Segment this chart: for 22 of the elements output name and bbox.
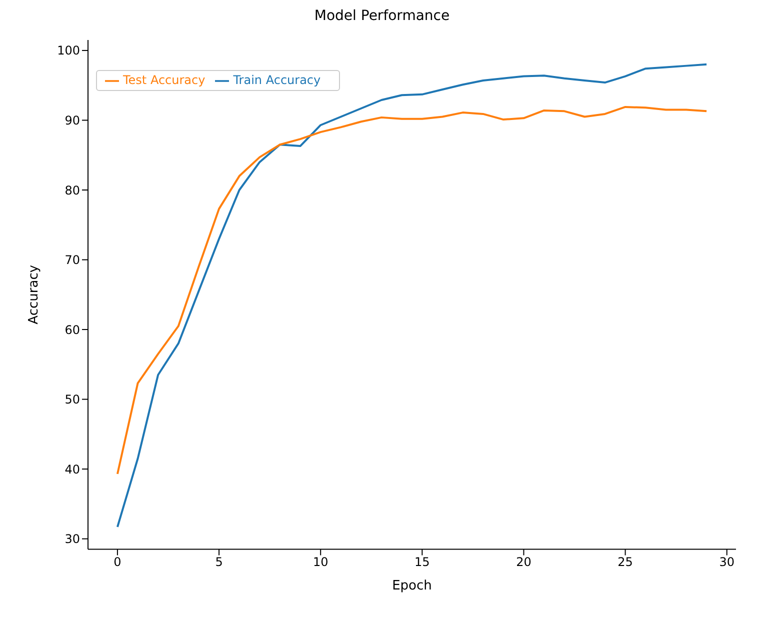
x-tick-label: 0 [114,554,122,569]
x-tick-label: 25 [618,554,633,569]
y-tick-label: 90 [64,113,80,128]
y-tick-label: 30 [64,532,80,546]
y-tick-label: 50 [64,392,80,407]
y-tick-label: 70 [64,253,80,268]
legend-label: Train Accuracy [233,73,321,87]
y-tick-label: 80 [64,183,80,198]
y-tick-label: 40 [64,462,80,476]
chart-title: Model Performance [313,8,451,26]
y-tick-label: 100 [57,44,80,58]
y-axis-title: Accuracy [26,264,42,324]
x-tick-label: 30 [719,554,734,569]
x-tick-label: 20 [516,554,532,569]
x-tick-label: 15 [414,554,430,569]
y-tick-label: 60 [64,322,80,337]
x-tick-label: 5 [215,554,223,569]
line-series [116,63,708,528]
x-axis-title: Epoch [392,578,432,594]
x-tick-label: 10 [312,554,328,569]
line-series [116,106,708,475]
legend-label: Test Accuracy [123,73,206,87]
